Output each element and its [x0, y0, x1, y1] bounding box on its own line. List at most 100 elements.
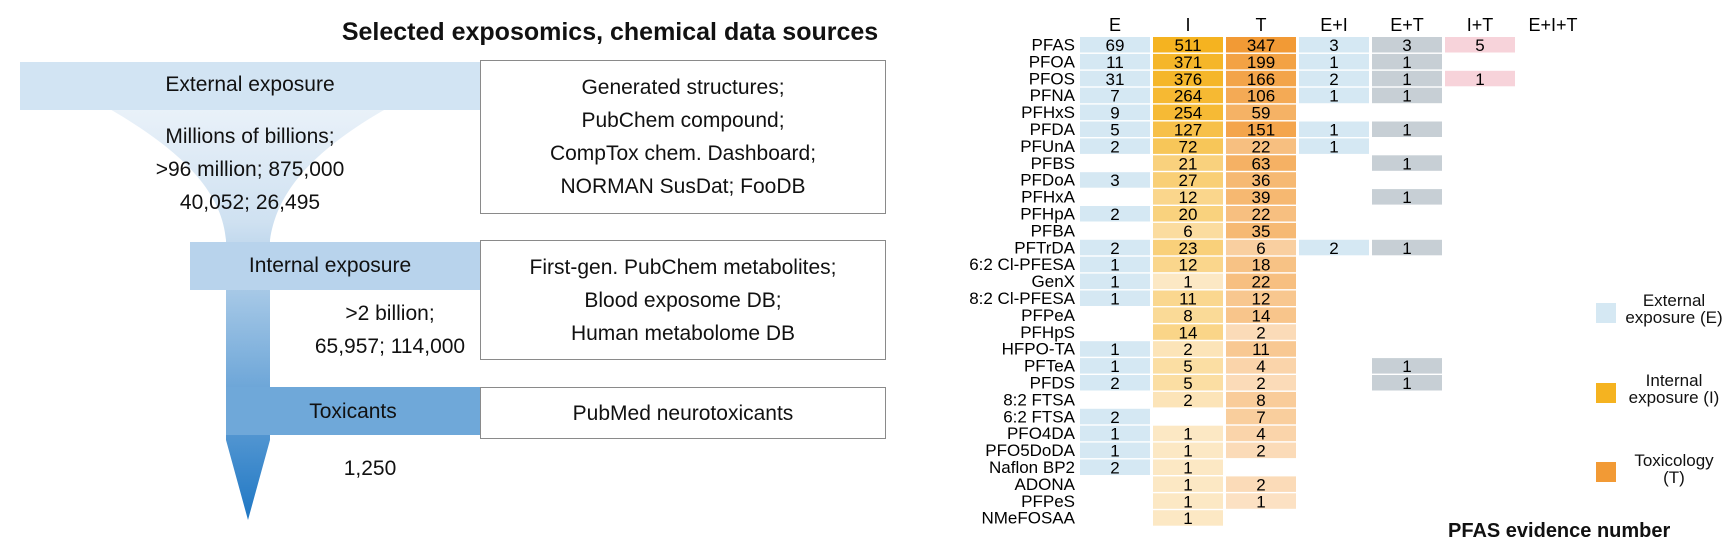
cell-value: 1 — [1183, 475, 1192, 494]
heatmap-cell — [1226, 239, 1296, 256]
heatmap-cell — [1153, 239, 1223, 256]
sources-box-external: Generated structures; PubChem compound; … — [480, 60, 886, 214]
count-line: 65,957; 114,000 — [314, 335, 466, 358]
heatmap-cell — [1153, 172, 1223, 188]
row-label: 6:2 FTSA — [1003, 407, 1075, 426]
row-label: PFHxS — [1021, 103, 1075, 122]
heatmap-cell — [1226, 222, 1296, 239]
heatmap-cell — [1299, 138, 1369, 154]
cell-value: 20 — [1179, 205, 1198, 224]
cell-value: 31 — [1106, 70, 1125, 89]
heatmap-cell — [1153, 290, 1223, 306]
row-label: HFPO-TA — [1002, 340, 1076, 359]
source-line: PubMed neurotoxicants — [572, 401, 794, 425]
cell-value: 35 — [1252, 222, 1271, 241]
cell-value: 3 — [1329, 36, 1338, 55]
heatmap-cell — [1226, 307, 1296, 323]
heatmap-cell — [1445, 70, 1515, 87]
row-label: PFO4DA — [1007, 424, 1076, 443]
cell-value: 166 — [1247, 70, 1275, 89]
heatmap-cell — [1226, 341, 1296, 357]
heatmap-cell — [1226, 442, 1296, 459]
heatmap-cell — [1226, 476, 1296, 492]
heatmap-cell — [1080, 408, 1150, 425]
column-header: E+T — [1390, 15, 1424, 35]
heatmap-cell — [1080, 53, 1150, 70]
cell-value: 1 — [1402, 121, 1411, 140]
heatmap-cell — [1080, 442, 1150, 459]
heatmap-cell — [1080, 37, 1150, 53]
cell-value: 21 — [1179, 154, 1198, 173]
count-line: Millions of billions; — [165, 125, 335, 148]
cell-value: 4 — [1256, 357, 1265, 376]
legend-label-internal: Internal exposure (I) — [1628, 371, 1720, 407]
row-label: Naflon BP2 — [989, 458, 1075, 477]
row-label: PFHxA — [1021, 188, 1076, 207]
source-line: PubChem compound; — [581, 109, 785, 132]
source-line: NORMAN SusDat; FooDB — [560, 175, 806, 198]
cell-value: 59 — [1252, 104, 1271, 123]
heatmap-cell — [1080, 459, 1150, 475]
funnel-graphic — [20, 62, 480, 520]
cell-value: 1 — [1329, 121, 1338, 140]
cell-value: 1 — [1402, 357, 1411, 376]
row-label: PFBA — [1031, 221, 1076, 240]
cell-value: 12 — [1179, 256, 1198, 275]
cell-value: 1 — [1329, 137, 1338, 156]
cell-value: 2 — [1183, 340, 1192, 359]
cell-value: 14 — [1179, 323, 1198, 342]
heatmap-cell — [1445, 37, 1515, 53]
row-label: PFTeA — [1024, 357, 1076, 376]
heatmap-cell — [1299, 121, 1369, 137]
cell-value: 11 — [1106, 53, 1124, 72]
heatmap-cell — [1153, 476, 1223, 492]
heatmap-cell — [1226, 391, 1296, 408]
cell-value: 2 — [1110, 239, 1119, 258]
row-label: PFPeS — [1021, 492, 1075, 511]
heatmap-cell — [1372, 155, 1442, 171]
heatmap-cell — [1226, 493, 1296, 509]
heatmap-cell — [1226, 189, 1296, 205]
cell-value: 2 — [1329, 70, 1338, 89]
heatmap-cell — [1153, 53, 1223, 70]
heatmap-cell — [1372, 375, 1442, 391]
cell-value: 69 — [1106, 36, 1125, 55]
heatmap-cell — [1372, 53, 1442, 70]
heatmap-cell — [1226, 290, 1296, 306]
heatmap-cell — [1372, 87, 1442, 104]
cell-value: 1 — [1110, 273, 1119, 292]
heatmap-cell — [1080, 375, 1150, 391]
cell-value: 23 — [1179, 239, 1198, 258]
heatmap-cell — [1226, 375, 1296, 391]
legend-swatch-external — [1596, 303, 1616, 323]
cell-value: 2 — [1110, 137, 1119, 156]
stage-counts-external: Millions of billions; >96 million; 875,0… — [110, 120, 390, 219]
cell-value: 14 — [1252, 306, 1271, 325]
row-label: PFUnA — [1020, 137, 1075, 156]
heatmap-cell — [1080, 206, 1150, 222]
cell-value: 2 — [1329, 239, 1338, 258]
source-line: Generated structures; — [581, 76, 785, 99]
row-label: 8:2 FTSA — [1003, 390, 1075, 409]
heatmap-cell — [1153, 493, 1223, 509]
cell-value: 2 — [1256, 374, 1265, 393]
row-label: PFNA — [1030, 86, 1076, 105]
cell-value: 1 — [1183, 492, 1192, 511]
cell-value: 254 — [1174, 104, 1202, 123]
column-header: T — [1256, 15, 1267, 35]
heatmap-cell — [1080, 425, 1150, 442]
heatmap-cell — [1299, 87, 1369, 104]
legend: External exposure (E) Internal exposure … — [1590, 290, 1730, 500]
legend-label-external: External exposure (E) — [1625, 291, 1723, 327]
band-toxicants — [226, 387, 480, 435]
cell-value: 7 — [1256, 408, 1265, 427]
cell-value: 8 — [1183, 306, 1192, 325]
heatmap-cell — [1153, 189, 1223, 205]
heatmap-cell — [1299, 239, 1369, 256]
cell-value: 5 — [1110, 121, 1119, 140]
cell-value: 371 — [1174, 53, 1202, 72]
cell-value: 5 — [1475, 36, 1484, 55]
row-label: PFBS — [1031, 154, 1075, 173]
row-label: PFDA — [1030, 120, 1076, 139]
cell-value: 3 — [1110, 171, 1119, 190]
